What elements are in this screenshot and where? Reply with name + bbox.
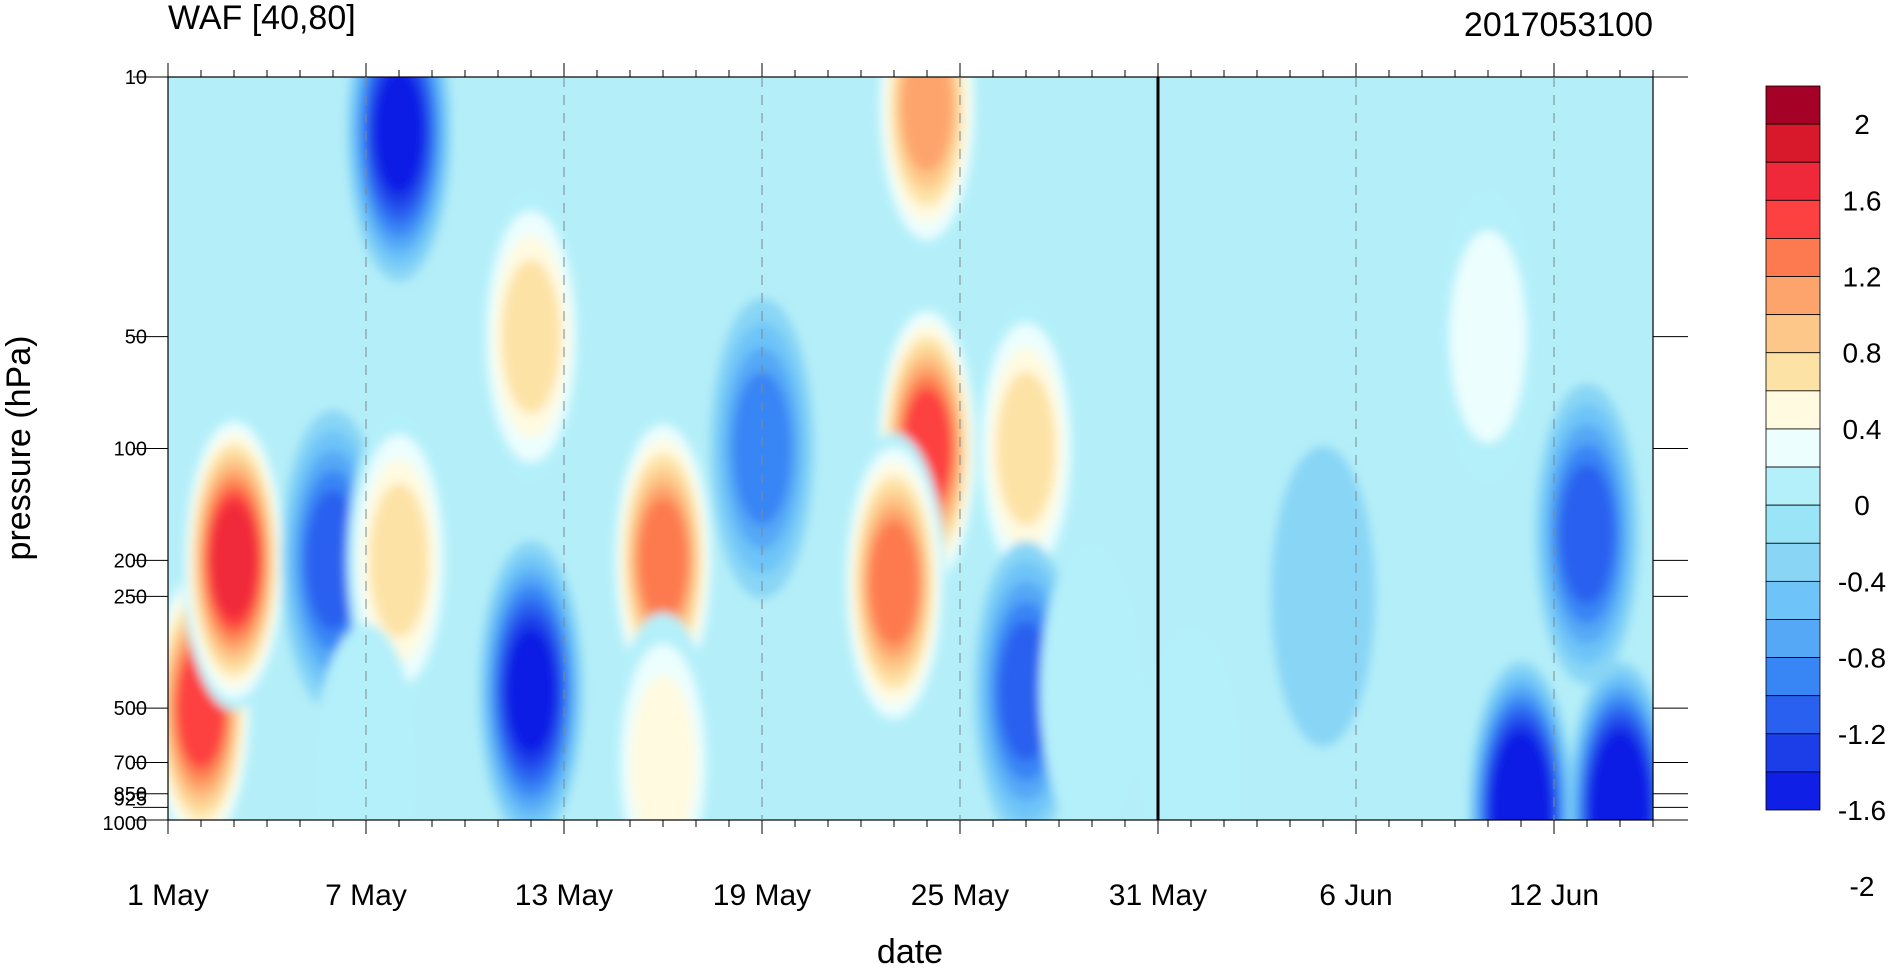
x-tick-label: 12 Jun: [1509, 879, 1599, 912]
x-tick-label: 1 May: [127, 879, 209, 912]
y-tick-label: 850: [114, 784, 147, 806]
field-patch: [732, 371, 792, 526]
colorbar-swatch: [1765, 352, 1821, 392]
field-patch: [998, 621, 1054, 762]
field-patch: [374, 77, 424, 194]
y-tick-label: 250: [114, 586, 147, 608]
y-tick-label: 10: [125, 67, 147, 89]
contour-blobs: [168, 77, 1653, 820]
field-patch: [996, 371, 1056, 526]
x-tick-label: 6 Jun: [1319, 879, 1392, 912]
colorbar-swatch: [1765, 276, 1821, 316]
field-patch: [1271, 446, 1375, 747]
field-patch: [501, 259, 561, 414]
colorbar-swatch: [1765, 542, 1821, 582]
x-axis: 1 May 7 May 13 May 19 May 25 May 31 May 6 Jun 1…: [127, 63, 1654, 912]
y-tick-label: 100: [114, 439, 147, 461]
colorbar-label: -0.4: [1838, 566, 1886, 597]
colorbar-swatch: [1765, 695, 1821, 735]
colorbar-swatch: [1765, 657, 1821, 697]
field-patch: [369, 483, 429, 638]
colorbar-swatch: [1765, 771, 1821, 811]
y-tick-label: 1000: [103, 813, 148, 835]
colorbar-swatch: [1765, 390, 1821, 430]
contour-field: [168, 77, 1653, 820]
colorbar-swatch: [1765, 161, 1821, 201]
y-tick-label: 50: [125, 327, 147, 349]
y-axis-title: pressure (hPa): [0, 336, 38, 561]
colorbar-label: -1.6: [1838, 795, 1886, 826]
colorbar-swatch: [1765, 504, 1821, 544]
x-tick-label: 19 May: [713, 879, 811, 912]
colorbar-label: 1.2: [1843, 262, 1882, 293]
field-patch: [630, 675, 696, 820]
chart-subtitle: 2017053100: [1464, 6, 1653, 44]
field-patch: [1596, 754, 1644, 820]
colorbar-swatch: [1765, 314, 1821, 354]
field-patch: [305, 490, 361, 631]
colorbar-label: 2: [1854, 109, 1870, 140]
colorbar-swatch: [1765, 85, 1821, 125]
field-patch: [506, 629, 556, 754]
colorbar-swatch: [1765, 466, 1821, 506]
chart-title: WAF [40,80]: [168, 0, 356, 37]
x-tick-label: 25 May: [911, 879, 1009, 912]
colorbar-swatch: [1765, 580, 1821, 620]
x-tick-label: 7 May: [325, 879, 407, 912]
field-patch: [1559, 464, 1615, 605]
y-tick-label: 200: [114, 550, 147, 572]
colorbar-label: 0.8: [1843, 338, 1882, 369]
colorbar-label: 0.4: [1843, 414, 1882, 445]
field-patch: [1449, 230, 1527, 443]
field-patch: [901, 77, 953, 172]
colorbar-label: -1.2: [1838, 719, 1886, 750]
field-patch: [1040, 541, 1144, 820]
field-patch: [210, 502, 258, 618]
field-patch: [638, 498, 688, 623]
field-patch: [1139, 623, 1243, 820]
colorbar-swatch: [1765, 619, 1821, 658]
x-tick-label: 31 May: [1109, 879, 1207, 912]
field-patch: [1497, 754, 1545, 820]
colorbar-swatch: [1765, 238, 1821, 277]
colorbar-label: 1.6: [1843, 185, 1882, 216]
colorbar-swatch: [1765, 733, 1821, 773]
colorbar-swatch: [1765, 428, 1821, 468]
colorbar-label: -0.8: [1838, 643, 1886, 674]
colorbar-swatch: [1765, 123, 1821, 163]
colorbar-swatch: [1765, 199, 1821, 239]
y-tick-label: 700: [114, 752, 147, 774]
field-patch: [314, 623, 418, 820]
colorbar: 2 1.6 1.2 0.8 0.4 0 -0.4 -0.8 -1.2 -1.6 -2: [1765, 85, 1886, 902]
field-patch: [869, 520, 919, 645]
colorbar-label: -2: [1850, 871, 1875, 902]
y-tick-label: 925: [114, 788, 147, 810]
x-axis-title: date: [877, 933, 943, 968]
x-tick-label: 13 May: [515, 879, 613, 912]
colorbar-label: 0: [1854, 490, 1870, 521]
y-tick-label: 500: [114, 698, 147, 720]
